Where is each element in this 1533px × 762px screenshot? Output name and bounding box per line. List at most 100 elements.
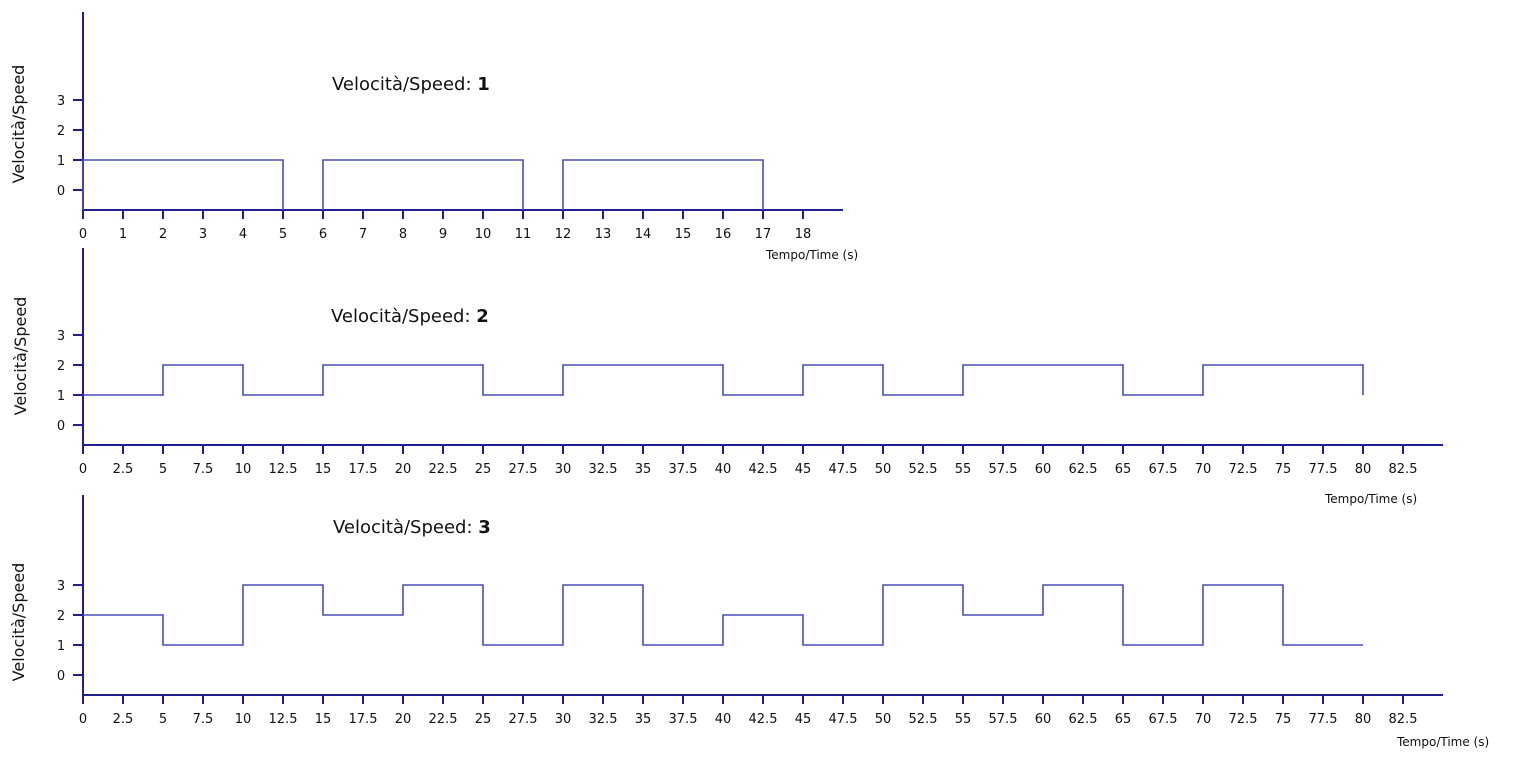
x-tick-label: 67.5	[1149, 712, 1178, 727]
x-tick-label: 11	[515, 227, 532, 242]
x-tick-label: 15	[315, 712, 332, 727]
x-tick-label: 7	[359, 227, 367, 242]
x-tick-label: 70	[1195, 712, 1212, 727]
speed-pulse	[322, 159, 524, 210]
x-tick-label: 77.5	[1309, 712, 1338, 727]
y-axis-label: Velocità/Speed	[9, 563, 28, 682]
x-tick-label: 72.5	[1229, 462, 1258, 477]
x-tick-label: 62.5	[1069, 712, 1098, 727]
x-tick-label: 17.5	[349, 462, 378, 477]
x-tick-label: 50	[875, 712, 892, 727]
speed-step-line	[83, 364, 1364, 396]
x-tick-label: 42.5	[749, 462, 778, 477]
x-tick-label: 6	[319, 227, 327, 242]
x-tick-label: 37.5	[669, 712, 698, 727]
x-tick-label: 7.5	[193, 712, 214, 727]
y-tick-label: 1	[57, 389, 65, 404]
x-tick-label: 10	[475, 227, 492, 242]
x-tick-label: 72.5	[1229, 712, 1258, 727]
x-tick-label: 57.5	[989, 462, 1018, 477]
x-tick-label: 62.5	[1069, 462, 1098, 477]
x-tick-label: 35	[635, 712, 652, 727]
x-tick-label: 22.5	[429, 712, 458, 727]
x-tick-label: 3	[199, 227, 207, 242]
x-tick-label: 18	[795, 227, 812, 242]
x-tick-label: 45	[795, 712, 812, 727]
x-tick-label: 1	[119, 227, 127, 242]
x-tick-label: 35	[635, 462, 652, 477]
x-tick-label: 30	[555, 712, 572, 727]
x-tick-label: 52.5	[909, 462, 938, 477]
x-tick-label: 37.5	[669, 462, 698, 477]
y-tick-label: 0	[57, 184, 65, 199]
x-tick-label: 65	[1115, 712, 1132, 727]
x-tick-label: 14	[635, 227, 652, 242]
x-axis-label: Tempo/Time (s)	[765, 248, 858, 262]
x-tick-label: 50	[875, 462, 892, 477]
x-axis-label: Tempo/Time (s)	[1396, 735, 1489, 749]
x-tick-label: 52.5	[909, 712, 938, 727]
x-tick-label: 12.5	[269, 462, 298, 477]
x-tick-label: 57.5	[989, 712, 1018, 727]
x-tick-label: 13	[595, 227, 612, 242]
x-tick-label: 12.5	[269, 712, 298, 727]
chart-title: Velocità/Speed: 3	[333, 517, 491, 538]
x-tick-label: 5	[159, 712, 167, 727]
x-tick-label: 25	[475, 712, 492, 727]
x-tick-label: 0	[79, 712, 87, 727]
x-tick-label: 7.5	[193, 462, 214, 477]
x-tick-label: 15	[675, 227, 692, 242]
x-tick-label: 17.5	[349, 712, 378, 727]
x-tick-label: 45	[795, 462, 812, 477]
x-tick-label: 27.5	[509, 712, 538, 727]
speed-pulse	[82, 159, 284, 210]
x-tick-label: 17	[755, 227, 772, 242]
x-tick-label: 0	[79, 227, 87, 242]
y-tick-label: 3	[57, 579, 65, 594]
x-tick-label: 75	[1275, 712, 1292, 727]
x-tick-label: 5	[279, 227, 287, 242]
y-tick-label: 3	[57, 329, 65, 344]
y-tick-label: 2	[57, 609, 65, 624]
x-tick-label: 60	[1035, 462, 1052, 477]
x-tick-label: 75	[1275, 462, 1292, 477]
x-tick-label: 80	[1355, 712, 1372, 727]
x-tick-label: 40	[715, 462, 732, 477]
chart-title: Velocità/Speed: 2	[331, 306, 489, 327]
x-tick-label: 2.5	[113, 462, 134, 477]
x-tick-label: 25	[475, 462, 492, 477]
chart-title-value: 1	[477, 74, 490, 95]
x-tick-label: 10	[235, 712, 252, 727]
x-tick-label: 9	[439, 227, 447, 242]
x-tick-label: 20	[395, 462, 412, 477]
x-tick-label: 55	[955, 712, 972, 727]
x-tick-label: 20	[395, 712, 412, 727]
speed-pulse	[562, 159, 764, 210]
x-tick-label: 65	[1115, 462, 1132, 477]
x-tick-label: 82.5	[1389, 462, 1418, 477]
x-tick-label: 47.5	[829, 462, 858, 477]
x-axis-label: Tempo/Time (s)	[1324, 492, 1417, 506]
x-tick-label: 70	[1195, 462, 1212, 477]
y-tick-label: 1	[57, 639, 65, 654]
y-tick-label: 2	[57, 124, 65, 139]
x-tick-label: 67.5	[1149, 462, 1178, 477]
x-tick-label: 82.5	[1389, 712, 1418, 727]
x-tick-label: 30	[555, 462, 572, 477]
chart-title-text: Velocità/Speed:	[332, 74, 477, 95]
x-tick-label: 32.5	[589, 462, 618, 477]
x-tick-label: 22.5	[429, 462, 458, 477]
x-tick-label: 4	[239, 227, 247, 242]
x-tick-label: 10	[235, 462, 252, 477]
x-tick-label: 16	[715, 227, 732, 242]
chart-title-value: 3	[478, 517, 491, 538]
x-tick-label: 80	[1355, 462, 1372, 477]
chart-title: Velocità/Speed: 1	[332, 74, 490, 95]
y-tick-label: 0	[57, 669, 65, 684]
x-tick-label: 55	[955, 462, 972, 477]
y-tick-label: 3	[57, 94, 65, 109]
x-tick-label: 2	[159, 227, 167, 242]
